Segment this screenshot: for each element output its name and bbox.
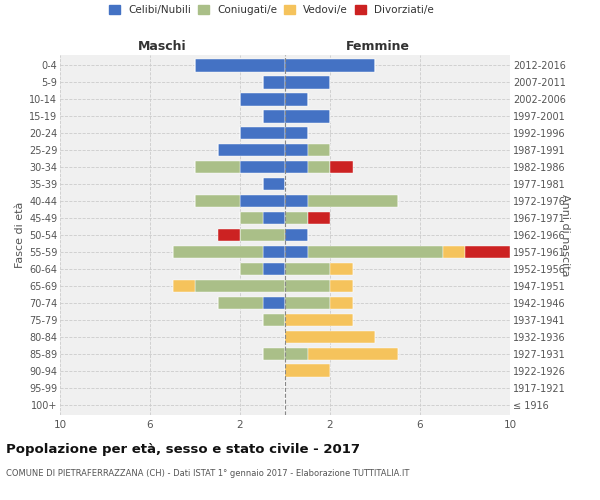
Bar [443,246,465,258]
Bar [308,194,398,207]
Text: Popolazione per età, sesso e stato civile - 2017: Popolazione per età, sesso e stato civil… [6,442,360,456]
Bar [240,160,285,173]
Text: COMUNE DI PIETRAFERRAZZANA (CH) - Dati ISTAT 1° gennaio 2017 - Elaborazione TUTT: COMUNE DI PIETRAFERRAZZANA (CH) - Dati I… [6,469,409,478]
Bar [263,178,285,190]
Legend: Celibi/Nubili, Coniugati/e, Vedovi/e, Divorziati/e: Celibi/Nubili, Coniugati/e, Vedovi/e, Di… [105,1,438,19]
Bar [308,144,330,156]
Bar [218,296,263,310]
Bar [240,194,285,207]
Bar [240,262,263,276]
Bar [240,93,285,106]
Bar [285,76,330,88]
Bar [285,314,353,326]
Bar [263,348,285,360]
Bar [285,228,308,241]
Bar [173,246,263,258]
Y-axis label: Anni di nascita: Anni di nascita [560,194,570,276]
Bar [285,160,308,173]
Bar [263,212,285,224]
Bar [263,262,285,276]
Bar [285,262,330,276]
Bar [173,280,195,292]
Text: Femmine: Femmine [346,40,410,52]
Bar [465,246,510,258]
Bar [330,296,353,310]
Bar [240,228,285,241]
Bar [285,126,308,140]
Text: Maschi: Maschi [137,40,187,52]
Bar [285,93,308,106]
Bar [330,262,353,276]
Bar [195,59,285,72]
Bar [240,126,285,140]
Bar [285,330,375,344]
Bar [240,212,263,224]
Bar [285,194,308,207]
Bar [285,246,308,258]
Bar [308,246,443,258]
Bar [195,160,240,173]
Bar [263,76,285,88]
Bar [285,144,308,156]
Bar [195,280,285,292]
Bar [308,212,330,224]
Bar [285,212,308,224]
Bar [330,280,353,292]
Bar [263,110,285,122]
Bar [330,160,353,173]
Bar [263,246,285,258]
Bar [195,194,240,207]
Bar [218,228,240,241]
Bar [308,348,398,360]
Bar [263,314,285,326]
Bar [285,280,330,292]
Bar [285,364,330,377]
Bar [285,110,330,122]
Bar [308,160,330,173]
Y-axis label: Fasce di età: Fasce di età [14,202,25,268]
Bar [285,296,330,310]
Bar [218,144,285,156]
Bar [263,296,285,310]
Bar [285,59,375,72]
Bar [285,348,308,360]
